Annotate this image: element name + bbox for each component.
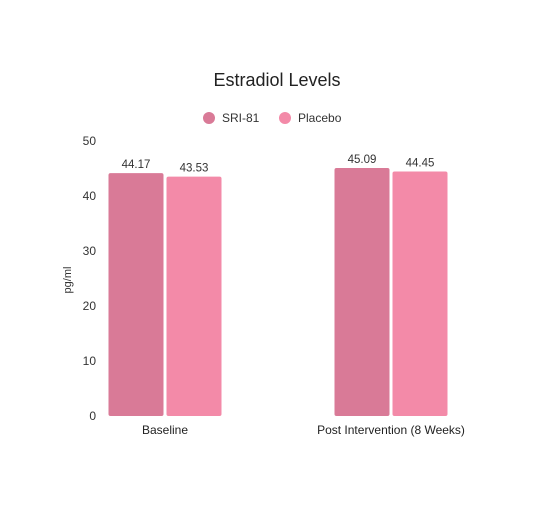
legend-swatch-placebo	[279, 112, 291, 124]
chart-title: Estradiol Levels	[213, 70, 340, 90]
data-label-sri-81-post-intervention-8-weeks: 45.09	[348, 154, 377, 166]
data-label-sri-81-baseline: 44.17	[122, 159, 151, 171]
legend-label-sri-81: SRI-81	[222, 111, 260, 125]
bar-placebo-post-intervention-8-weeks	[392, 171, 448, 416]
bar-sri-81-post-intervention-8-weeks	[334, 168, 390, 416]
y-tick-30: 30	[83, 244, 97, 258]
y-tick-40: 40	[83, 189, 97, 203]
x-tick-baseline: Baseline	[142, 423, 188, 437]
legend-swatch-sri-81	[203, 112, 215, 124]
y-tick-10: 10	[83, 354, 97, 368]
bar-sri-81-baseline	[108, 173, 164, 416]
y-axis-label: pg/ml	[62, 267, 74, 294]
y-tick-0: 0	[89, 409, 96, 423]
x-tick-post-intervention-8-weeks: Post Intervention (8 Weeks)	[317, 423, 465, 437]
data-labels: 44.17 43.53 45.09 44.45	[122, 154, 435, 175]
y-axis-ticks: 0 10 20 30 40 50	[83, 134, 97, 423]
data-label-placebo-post-intervention-8-weeks: 44.45	[406, 158, 435, 170]
y-tick-50: 50	[83, 134, 97, 148]
legend-label-placebo: Placebo	[298, 111, 342, 125]
bar-placebo-baseline	[166, 176, 222, 416]
y-tick-20: 20	[83, 299, 97, 313]
legend: SRI-81 Placebo	[203, 111, 342, 125]
bars	[108, 168, 448, 416]
x-axis-labels: Baseline Post Intervention (8 Weeks)	[142, 423, 465, 437]
data-label-placebo-baseline: 43.53	[180, 163, 209, 175]
